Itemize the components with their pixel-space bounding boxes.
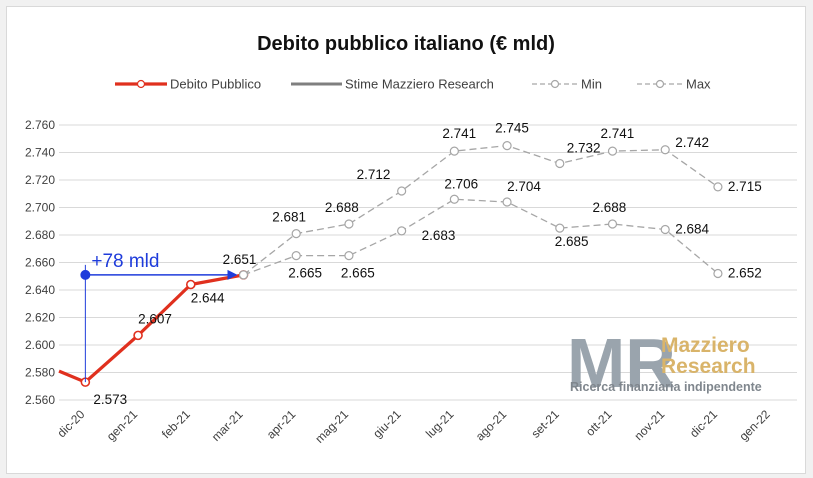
y-tick-label: 2.620 [25, 311, 55, 325]
data-point [713, 182, 723, 192]
y-tick-label: 2.660 [25, 256, 55, 270]
data-label: 2.681 [272, 210, 306, 225]
data-point [555, 223, 565, 233]
series-line-min [243, 198, 719, 276]
data-label: 2.741 [601, 126, 635, 141]
x-axis: dic-20 gen-21 feb-21 mar-21 apr-21 mag-21 giu-… [54, 407, 773, 446]
legend-label: Min [581, 77, 602, 92]
data-label: 2.704 [507, 179, 541, 194]
data-point [291, 251, 301, 261]
x-tick-label: lug-21 [423, 407, 457, 441]
grid-lines [59, 124, 797, 401]
x-tick-label: ott-21 [583, 407, 615, 439]
data-labels: 2.573 2.607 2.644 2.651 2.665 2.665 2.683 2.706… [93, 121, 761, 408]
data-point [185, 279, 196, 290]
legend-marker [655, 79, 665, 89]
x-tick-label: dic-21 [687, 407, 720, 440]
data-point [238, 270, 249, 280]
data-label: 2.741 [442, 126, 476, 141]
data-point [133, 330, 143, 341]
legend-marker [550, 79, 560, 89]
data-label: 2.745 [495, 121, 529, 136]
data-label: 2.573 [93, 392, 127, 407]
x-tick-label: mar-21 [209, 407, 246, 444]
series-group [58, 141, 723, 387]
data-label: 2.732 [567, 141, 601, 156]
x-tick-label: giu-21 [370, 407, 404, 441]
y-tick-label: 2.580 [25, 366, 55, 380]
data-point [502, 141, 512, 151]
data-point [397, 186, 407, 196]
x-tick-label: apr-21 [264, 407, 299, 442]
data-label: 2.652 [728, 266, 762, 281]
data-label: 2.688 [325, 200, 359, 215]
data-point [449, 194, 459, 204]
logo-tagline: Ricerca finanziaria indipendente [570, 380, 762, 394]
y-tick-label: 2.700 [25, 201, 55, 215]
annotation-text: +78 mld [91, 251, 159, 272]
data-point [344, 251, 354, 261]
data-label: 2.607 [138, 311, 172, 326]
data-point [555, 158, 565, 169]
y-tick-label: 2.720 [25, 173, 55, 187]
y-axis: 2.560 2.580 2.600 2.620 2.640 2.660 2.680 2.700… [25, 118, 55, 407]
data-label: 2.712 [357, 167, 391, 182]
y-tick-label: 2.560 [25, 393, 55, 407]
x-tick-label: nov-21 [631, 407, 667, 443]
x-tick-label: gen-22 [736, 407, 773, 444]
data-label: 2.665 [341, 266, 375, 281]
data-label: 2.688 [593, 200, 627, 215]
x-tick-label: feb-21 [159, 407, 193, 441]
data-point [502, 197, 512, 207]
mazziero-logo: MR Mazziero Research Ricerca finanziaria… [567, 324, 762, 402]
data-label: 2.651 [223, 252, 257, 267]
x-tick-label: mag-21 [312, 407, 351, 446]
chart-legend: Debito Pubblico Stime Mazziero Research Mi… [115, 77, 711, 92]
data-point [713, 268, 723, 279]
data-label: 2.683 [422, 228, 456, 243]
chart-card: Debito pubblico italiano (€ mld) Debito … [6, 6, 806, 474]
x-tick-label: set-21 [528, 407, 562, 441]
legend-label: Stime Mazziero Research [345, 77, 494, 92]
data-label: 2.665 [288, 266, 322, 281]
chart-title: Debito pubblico italiano (€ mld) [257, 33, 555, 55]
x-tick-label: dic-20 [54, 407, 87, 440]
annotation-arrowhead [227, 269, 238, 280]
x-tick-label: ago-21 [473, 407, 510, 444]
data-point [607, 146, 618, 156]
y-tick-label: 2.640 [25, 283, 55, 297]
legend-label: Debito Pubblico [170, 77, 261, 92]
logo-word-2: Research [661, 355, 756, 378]
debt-line-chart: Debito pubblico italiano (€ mld) Debito … [25, 33, 797, 446]
legend-marker [136, 79, 146, 89]
series-line-max [243, 144, 719, 276]
data-point [660, 145, 670, 155]
data-point [660, 224, 670, 235]
data-label: 2.706 [444, 176, 478, 191]
data-label: 2.685 [555, 234, 589, 249]
y-tick-label: 2.760 [25, 118, 55, 132]
data-label: 2.715 [728, 179, 762, 194]
data-point [397, 226, 407, 236]
data-label: 2.742 [675, 135, 709, 150]
data-label: 2.644 [191, 291, 225, 306]
logo-letters: MR [567, 324, 676, 402]
data-point [291, 229, 301, 239]
data-point [607, 219, 618, 229]
data-point [344, 219, 354, 229]
x-tick-label: gen-21 [104, 407, 141, 444]
logo-word-1: Mazziero [661, 334, 750, 357]
y-tick-label: 2.740 [25, 146, 55, 160]
data-point [449, 146, 459, 156]
legend-label: Max [686, 77, 711, 92]
data-label: 2.684 [675, 222, 709, 237]
increase-annotation: +78 mld [80, 251, 238, 383]
y-tick-label: 2.680 [25, 228, 55, 242]
y-tick-label: 2.600 [25, 338, 55, 352]
